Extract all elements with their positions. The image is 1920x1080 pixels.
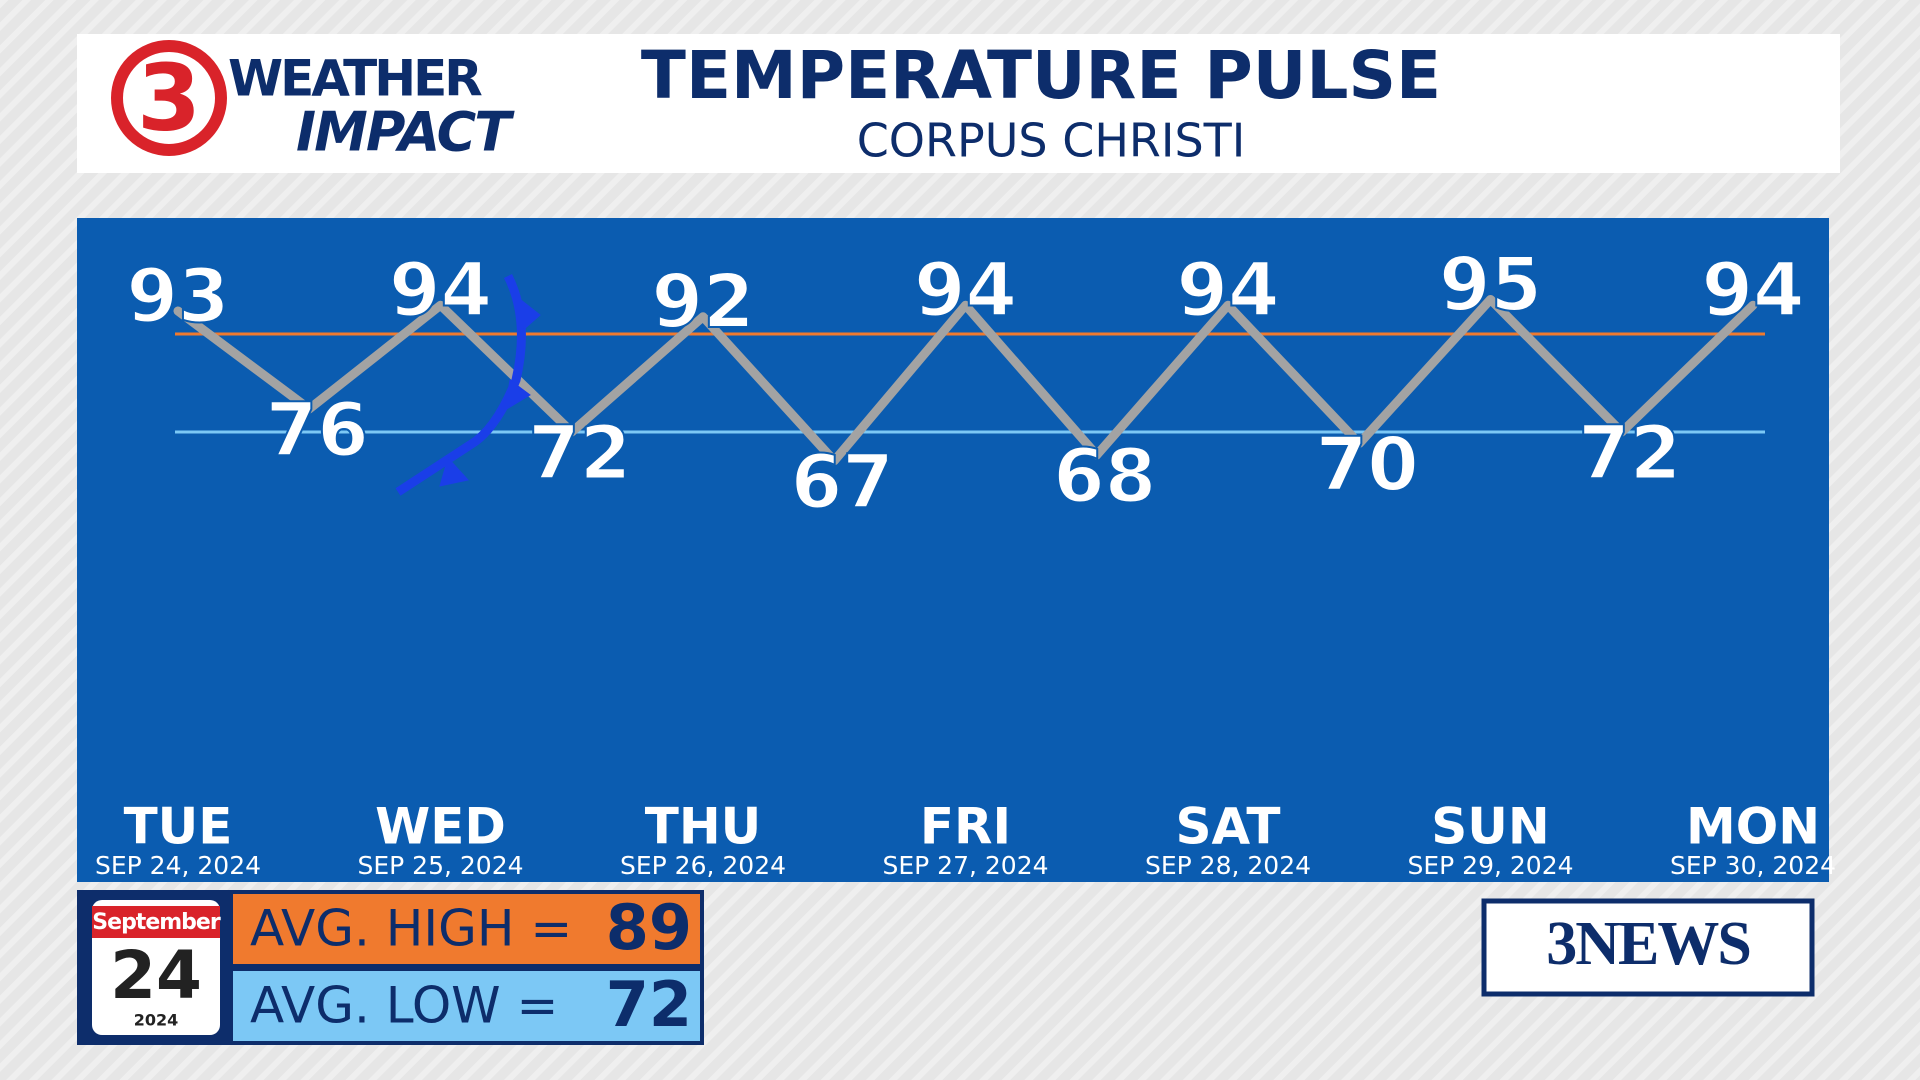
station-logo: [1481, 898, 1815, 997]
data-label: 92: [652, 259, 755, 345]
plot-panel: [77, 218, 1829, 882]
data-label: 93: [127, 253, 230, 339]
data-label: 94: [1177, 248, 1280, 334]
calendar-header: [92, 906, 220, 938]
data-label: 67: [791, 439, 894, 525]
average-row: [233, 894, 700, 964]
average-value: 72: [606, 968, 692, 1041]
brand-bottom: IMPACT: [296, 101, 515, 164]
x-tick-date: SEP 26, 2024: [620, 851, 786, 880]
front-triangle: [439, 456, 469, 487]
x-tick-label: FRI: [920, 798, 1011, 856]
logo-digit: 3: [137, 44, 201, 151]
front-triangle: [520, 298, 541, 332]
data-label: 70: [1316, 422, 1419, 508]
data-label: 94: [1702, 248, 1805, 334]
x-tick-date: SEP 27, 2024: [882, 851, 1048, 880]
x-tick-date: SEP 30, 2024: [1670, 851, 1836, 880]
data-label: 94: [389, 248, 492, 334]
average-row: [233, 971, 700, 1041]
x-tick-label: WED: [375, 798, 506, 856]
cold-front: [395, 273, 541, 496]
x-tick-label: THU: [645, 798, 762, 856]
x-tick-date: SEP 28, 2024: [1145, 851, 1311, 880]
data-label: 94: [914, 248, 1017, 334]
logo-ring: [111, 40, 227, 156]
front-triangle: [504, 379, 531, 411]
header: [77, 34, 1840, 173]
calendar-month: September: [92, 910, 221, 935]
average-label: AVG. HIGH =: [250, 900, 572, 958]
chart-subtitle: CORPUS CHRISTI: [857, 114, 1246, 168]
x-tick-label: TUE: [124, 798, 233, 856]
average-label: AVG. LOW =: [250, 977, 558, 1035]
chart-title: TEMPERATURE PULSE: [641, 37, 1441, 114]
brand-top: WEATHER: [228, 50, 482, 108]
x-tick-date: SEP 24, 2024: [95, 851, 261, 880]
station-name: 3NEWS: [1546, 910, 1750, 978]
average-value: 89: [606, 891, 692, 964]
averages: AVG. HIGH = 89 AVG. LOW = 72: [233, 891, 700, 1041]
front-line: [395, 273, 526, 496]
data-label: 68: [1053, 434, 1156, 520]
x-tick-date: SEP 29, 2024: [1407, 851, 1573, 880]
x-tick-label: MON: [1686, 798, 1820, 856]
temperature-line: [173, 294, 1758, 466]
data-label: 72: [1578, 411, 1681, 497]
calendar-year: 2024: [134, 1011, 179, 1030]
x-tick-label: SAT: [1176, 798, 1281, 856]
data-label: 95: [1439, 242, 1542, 328]
calendar-day: 24: [110, 937, 202, 1014]
x-tick-date: SEP 25, 2024: [357, 851, 523, 880]
data-label: 72: [528, 411, 631, 497]
x-tick-label: SUN: [1431, 798, 1549, 856]
data-label: 76: [266, 387, 369, 473]
